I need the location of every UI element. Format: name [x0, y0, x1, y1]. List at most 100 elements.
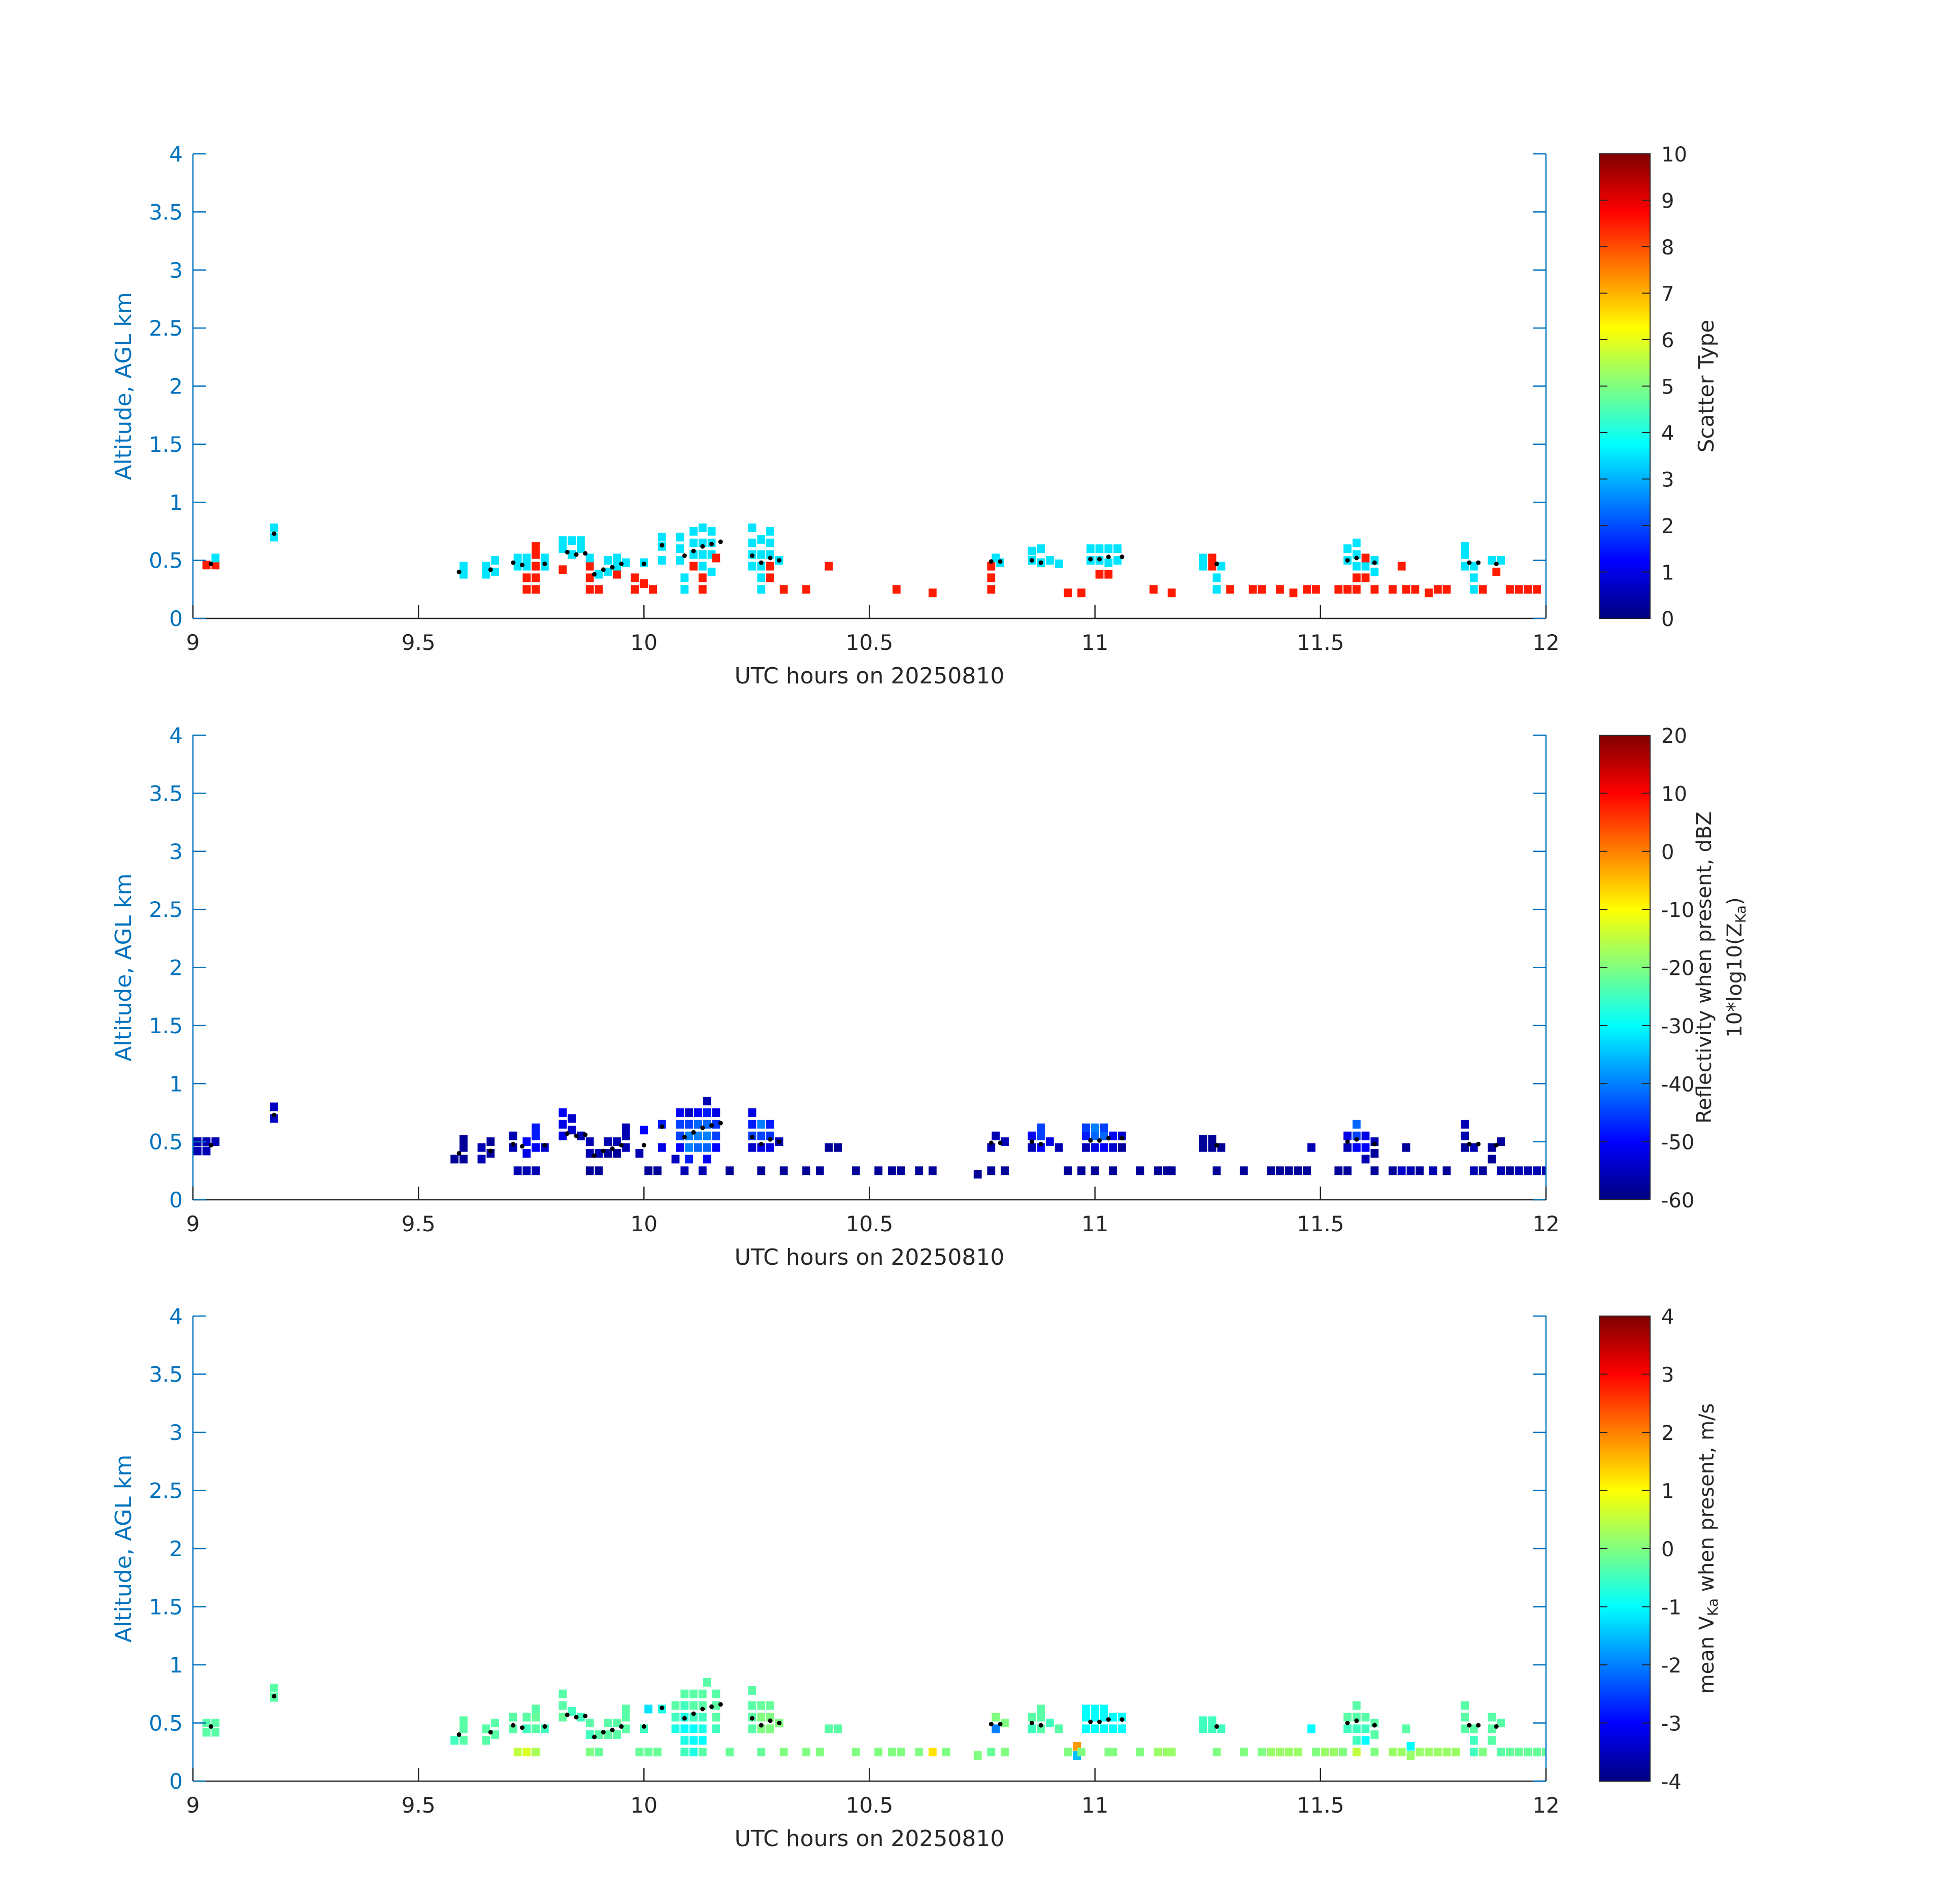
heatmap-cell	[1208, 1135, 1216, 1144]
heatmap-cell	[1208, 1716, 1216, 1725]
heatmap-cell	[766, 1131, 774, 1140]
heatmap-cell	[558, 1131, 567, 1140]
heatmap-cell	[680, 1701, 689, 1710]
cloud-base-point	[1097, 1138, 1102, 1143]
heatmap-cell	[635, 1748, 644, 1757]
x-tick-label: 11.5	[1297, 1793, 1344, 1818]
heatmap-cell	[211, 561, 220, 570]
heatmap-cell	[1289, 588, 1298, 598]
heatmap-cell	[1488, 1155, 1496, 1164]
heatmap-cell	[644, 1748, 653, 1757]
heatmap-cell	[1100, 1143, 1108, 1152]
y-tick-label: 0.5	[149, 1711, 183, 1736]
heatmap-cell	[1028, 1713, 1036, 1722]
y-tick-label: 3.5	[149, 200, 183, 224]
cloud-base-point	[511, 1141, 516, 1146]
heatmap-cell	[1113, 556, 1122, 565]
heatmap-cell	[726, 1166, 734, 1175]
cloud-base-point	[272, 1694, 277, 1699]
heatmap-cell	[1361, 1155, 1370, 1164]
cloud-base-point	[759, 1723, 764, 1728]
heatmap-cell	[1294, 1748, 1302, 1757]
heatmap-cell	[568, 536, 576, 545]
heatmap-cell	[604, 1149, 612, 1158]
heatmap-cell	[685, 1131, 693, 1140]
heatmap-cell	[1334, 585, 1343, 594]
y-tick-label: 2	[169, 1536, 183, 1561]
cloud-base-point	[718, 1702, 723, 1707]
heatmap-cell	[1469, 573, 1478, 582]
heatmap-cell	[1167, 588, 1176, 598]
heatmap-cell	[779, 1748, 788, 1757]
heatmap-cell	[621, 558, 630, 567]
heatmap-cell	[491, 556, 500, 565]
colorbar-tick-label: 3	[1661, 1364, 1674, 1387]
heatmap-cell	[987, 573, 996, 582]
heatmap-cell	[698, 1701, 707, 1710]
heatmap-cell	[595, 1748, 603, 1757]
heatmap-cell	[459, 570, 468, 579]
heatmap-cell	[558, 1108, 567, 1117]
heatmap-cell	[1064, 1748, 1072, 1757]
heatmap-cell	[685, 1143, 693, 1152]
heatmap-cell	[1167, 1166, 1176, 1175]
heatmap-cell	[1136, 1166, 1144, 1175]
heatmap-cell	[1370, 1166, 1379, 1175]
heatmap-cell	[1402, 1143, 1410, 1152]
heatmap-cell	[621, 1713, 630, 1722]
y-tick-label: 1	[169, 1071, 183, 1096]
heatmap-cell	[1077, 588, 1085, 598]
heatmap-cell	[621, 1131, 630, 1140]
heatmap-cell	[1343, 1131, 1352, 1140]
heatmap-cell	[532, 550, 540, 559]
cloud-base-point	[272, 1112, 277, 1118]
heatmap-cell	[568, 550, 576, 559]
colorbar-tick-label: 4	[1661, 1305, 1674, 1329]
heatmap-cells	[193, 1097, 1546, 1179]
x-tick-label: 10.5	[846, 630, 894, 655]
cloud-base-point	[610, 1727, 615, 1732]
heatmap-cell	[595, 1166, 603, 1175]
cloud-base-point	[989, 559, 994, 564]
heatmap-cell	[211, 553, 220, 563]
cloud-base-point	[777, 1721, 782, 1725]
heatmap-cell	[649, 585, 657, 594]
heatmap-cell	[1226, 585, 1234, 594]
heatmap-cell	[1361, 553, 1370, 563]
cloud-base-point	[1120, 554, 1125, 560]
heatmap-cell	[1469, 1166, 1478, 1175]
heatmap-cell	[1488, 1736, 1496, 1745]
cloud-base-points	[209, 1694, 1499, 1739]
heatmap-cell	[522, 553, 531, 563]
cloud-base-point	[660, 1124, 665, 1129]
heatmap-cell	[680, 1689, 689, 1698]
heatmap-cell	[211, 1137, 220, 1146]
heatmap-cell	[748, 1724, 756, 1733]
heatmap-cell	[1425, 1748, 1433, 1757]
heatmap-cell	[1307, 1143, 1315, 1152]
heatmap-cell	[888, 1748, 896, 1757]
heatmap-cell	[748, 1108, 756, 1117]
cloud-base-point	[1038, 560, 1043, 565]
heatmap-cell	[707, 568, 716, 576]
heatmap-cell	[766, 538, 774, 547]
heatmap-cell	[621, 1123, 630, 1132]
heatmap-cell	[703, 1155, 711, 1164]
heatmap-cell	[1028, 546, 1036, 555]
y-axis-label: Altitude, AGL km	[111, 1455, 137, 1643]
cloud-base-point	[660, 543, 665, 548]
heatmap-cell	[1239, 1748, 1248, 1757]
heatmap-cell	[1370, 1149, 1379, 1158]
heatmap-cell	[1082, 1724, 1090, 1733]
heatmap-cell	[685, 1155, 693, 1164]
heatmap-cell	[992, 1131, 1000, 1140]
heatmap-cell	[1406, 1166, 1415, 1175]
heatmap-cell	[1343, 1713, 1352, 1722]
heatmap-cell	[1199, 553, 1207, 563]
heatmap-cell	[1461, 1120, 1469, 1129]
heatmap-cell	[1389, 1748, 1397, 1757]
heatmap-cell	[676, 1120, 684, 1129]
heatmap-cell	[712, 1131, 720, 1140]
heatmap-cell	[1542, 1748, 1546, 1757]
heatmap-cell	[802, 1166, 810, 1175]
